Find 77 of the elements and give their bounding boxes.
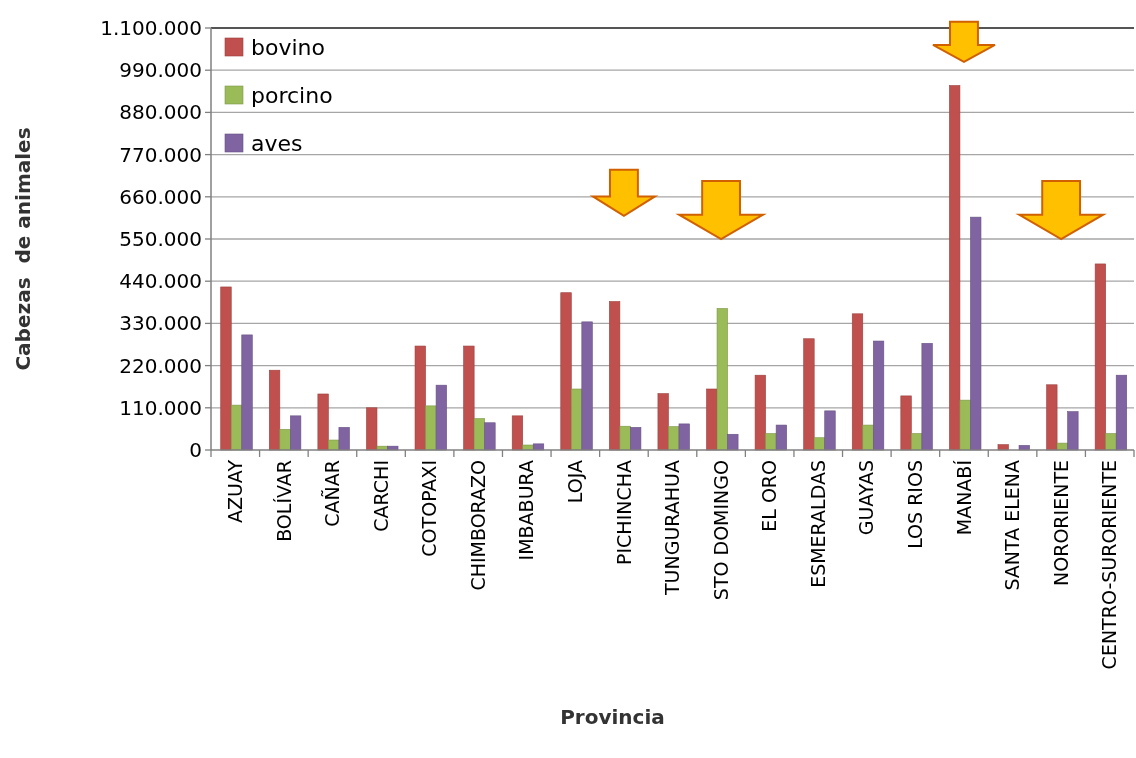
bar (484, 422, 496, 451)
x-tick-label: PICHINCHA (612, 460, 635, 565)
bar (609, 301, 621, 451)
y-tick-label: 550.000 (119, 227, 202, 251)
bar (949, 85, 961, 451)
bar (581, 321, 593, 451)
x-tick-label: CAÑAR (321, 460, 344, 527)
bar (338, 427, 350, 451)
x-tick-label: CENTRO-SURORIENTE (1098, 460, 1121, 670)
bar (414, 345, 426, 451)
x-tick-label: NORORIENTE (1049, 460, 1072, 586)
bar (862, 424, 874, 451)
x-tick-label: CHIMBORAZO (466, 460, 489, 591)
bar (921, 343, 933, 451)
bar (1046, 384, 1058, 451)
bar (619, 425, 631, 451)
bar (803, 338, 815, 451)
bar (1115, 374, 1128, 451)
bar (997, 444, 1009, 451)
bar (727, 433, 739, 451)
bar (290, 415, 302, 451)
bar (279, 428, 291, 451)
y-tick-label: 770.000 (119, 142, 202, 167)
bar (473, 418, 485, 451)
x-tick-label: ESMERALDAS (806, 460, 829, 588)
bar (435, 384, 447, 451)
bar (1067, 411, 1079, 451)
y-tick-label: 660.000 (119, 184, 202, 209)
bar (1094, 263, 1106, 451)
y-tick-label: 1.100.000 (100, 16, 202, 40)
bar (900, 395, 912, 451)
x-tick-label: MANABÍ (952, 459, 975, 536)
bar (366, 407, 378, 451)
bar (630, 427, 642, 451)
bar (716, 308, 728, 451)
x-axis-title: Provincia (560, 705, 665, 729)
y-tick-label: 330.000 (119, 311, 202, 336)
x-tick-label: IMBABURA (515, 460, 538, 561)
x-tick-label: GUAYAS (855, 460, 878, 536)
x-tick-label: SANTA ELENA (1001, 460, 1024, 591)
bar (775, 424, 787, 451)
y-tick-label: 220.000 (119, 353, 202, 378)
y-axis-title: Cabezas de animales (11, 127, 35, 371)
bar (317, 393, 329, 451)
x-tick-label: LOJA (563, 460, 586, 504)
x-tick-label: BOLÍVAR (272, 460, 295, 542)
bar (959, 399, 971, 451)
x-tick-label: STO DOMINGO (709, 460, 732, 601)
y-tick-label: 440.000 (119, 269, 202, 294)
bar (872, 340, 885, 451)
bar (463, 345, 475, 451)
bar (1105, 433, 1117, 451)
x-tick-label: TUNGURAHUA (661, 460, 684, 596)
bar (560, 292, 572, 451)
bar (754, 374, 766, 451)
bar (511, 415, 524, 451)
x-tick-label: CARCHI (369, 460, 392, 532)
y-tick-label: 990.000 (119, 58, 202, 83)
bar (657, 393, 669, 451)
x-tick-label: COTOPAXI (418, 460, 441, 557)
bar (269, 369, 281, 451)
bar (970, 216, 982, 451)
bar (824, 410, 836, 451)
legend-label: bovino (251, 34, 325, 60)
y-tick-label: 880.000 (119, 100, 202, 125)
x-tick-label: EL ORO (758, 460, 781, 532)
legend-label: aves (251, 130, 303, 156)
bar (241, 334, 253, 451)
bar (851, 313, 864, 451)
bar (220, 286, 232, 451)
y-tick-label: 0 (189, 438, 202, 462)
bar (1056, 442, 1068, 451)
x-tick-label: AZUAY (223, 459, 246, 524)
legend-label: porcino (251, 82, 333, 108)
bar (678, 423, 690, 451)
x-tick-label: LOS RIOS (904, 460, 927, 549)
y-tick-label: 110.000 (119, 395, 202, 420)
